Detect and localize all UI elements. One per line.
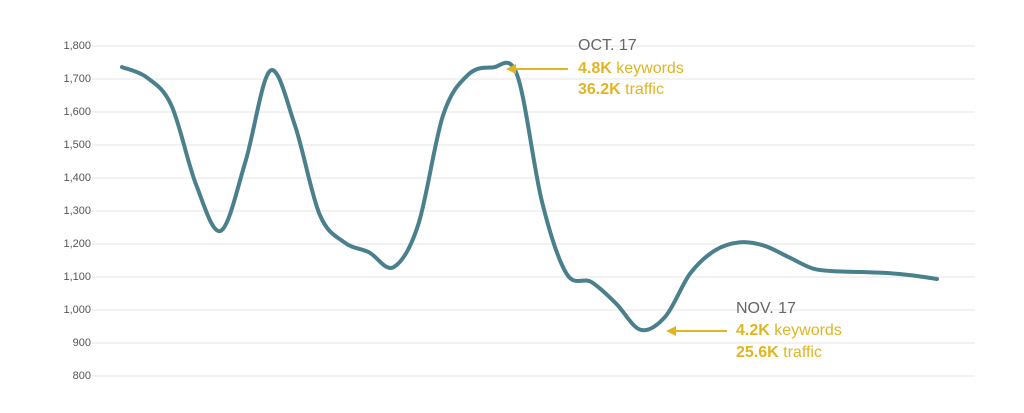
arrow-head [666,326,676,336]
annotation-bold: 25.6K [736,344,779,361]
y-tick-label: 1,400 [63,172,91,184]
annotation-bold: 4.8K [578,60,612,77]
annotation-nov: NOV. 17 4.2K keywords 25.6K traffic [666,300,842,361]
annotation-line: 4.8K keywords [578,60,684,77]
annotation-line: 36.2K traffic [578,81,664,98]
annotation-line: 4.2K keywords [736,322,842,339]
y-tick-label: 800 [73,370,91,382]
annotation-title: NOV. 17 [736,300,796,317]
y-tick-label: 1,000 [63,304,91,316]
y-tick-label: 1,100 [63,271,91,283]
annotation-line: 25.6K traffic [736,344,822,361]
y-tick-label: 1,700 [63,73,91,85]
annotation-bold: 4.2K [736,322,770,339]
annotation-text: keywords [616,60,684,77]
line [120,60,939,333]
annotation-text: traffic [783,344,822,361]
annotation-oct: OCT. 17 4.8K keywords 36.2K traffic [506,37,684,98]
y-tick-label: 1,300 [63,205,91,217]
y-tick-label: 1,200 [63,238,91,250]
annotation-text: traffic [625,81,664,98]
annotation-bold: 36.2K [578,81,621,98]
annotation-title: OCT. 17 [578,37,637,54]
annotation-text: keywords [774,322,842,339]
y-tick-label: 1,800 [63,40,91,52]
y-tick-label: 1,500 [63,139,91,151]
y-tick-label: 900 [73,337,91,349]
arrow-head [506,64,516,74]
y-tick-label: 1,600 [63,106,91,118]
